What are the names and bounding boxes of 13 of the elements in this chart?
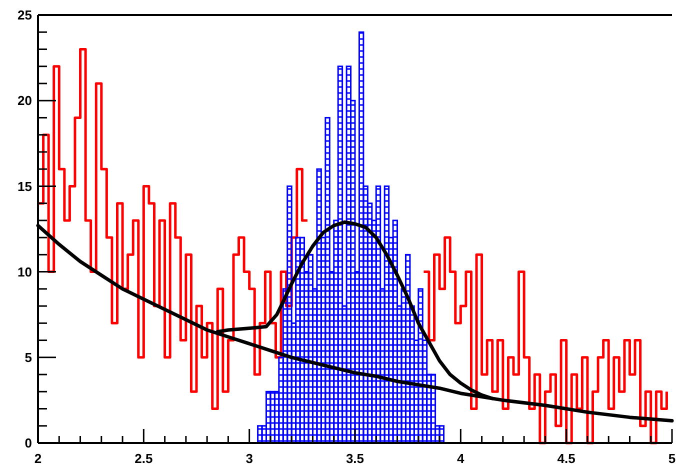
x-tick-label: 5 (668, 451, 676, 466)
x-tick-label: 4 (457, 451, 466, 466)
y-tick-label: 5 (24, 350, 32, 365)
x-tick-label: 2 (34, 451, 42, 466)
y-tick-label: 0 (24, 436, 32, 451)
x-tick-label: 4.5 (557, 451, 576, 466)
x-tick-label: 2.5 (134, 451, 153, 466)
x-tick-label: 3.5 (346, 451, 364, 466)
y-tick-label: 15 (18, 178, 32, 194)
y-tick-label: 10 (18, 264, 32, 280)
x-tick-label: 3 (246, 451, 253, 466)
y-tick-label: 25 (18, 8, 32, 23)
y-tick-label: 20 (18, 93, 32, 108)
